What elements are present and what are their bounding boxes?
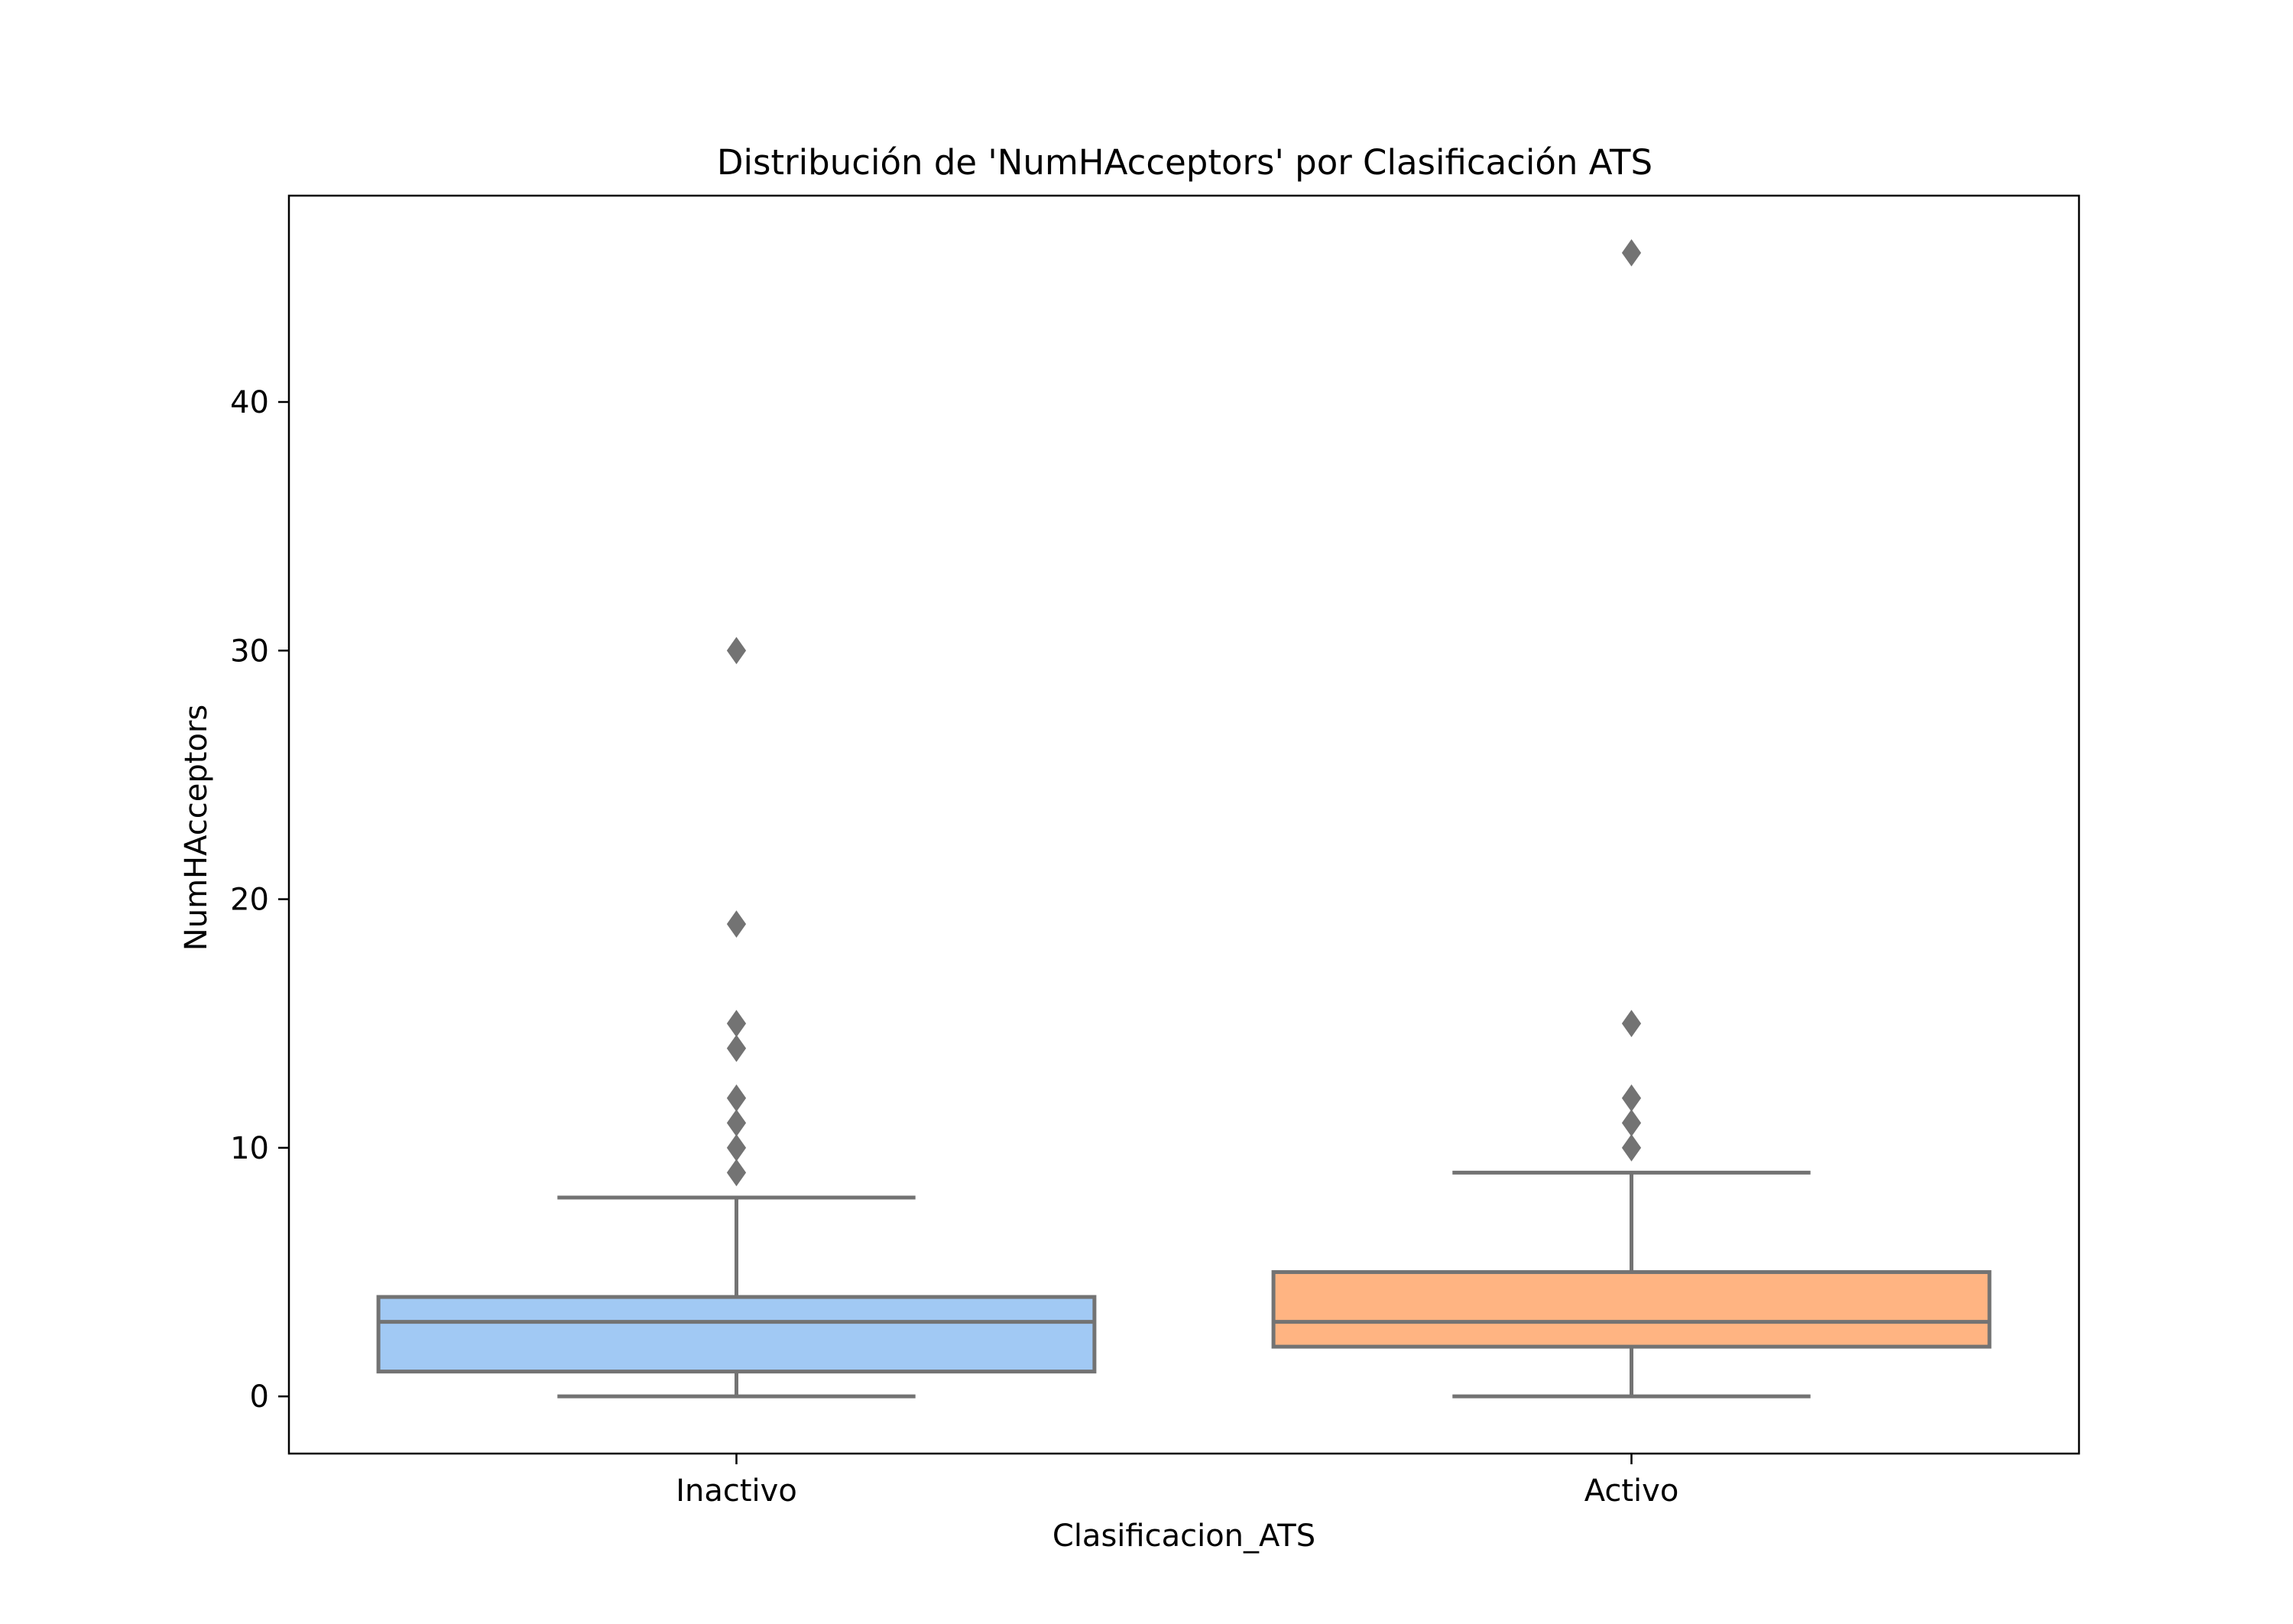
x-tick-label: Activo (1584, 1473, 1679, 1509)
outlier-point (726, 910, 747, 938)
outlier-point (1621, 1109, 1642, 1137)
box-group-inactivo (376, 637, 1097, 1399)
outlier-point (726, 1084, 747, 1112)
x-axis-label: Clasificacion_ATS (1052, 1519, 1315, 1554)
iqr-box (1271, 1270, 1992, 1349)
y-tick-label: 30 (230, 634, 269, 669)
outlier-point (726, 1159, 747, 1187)
outlier-point (1621, 1084, 1642, 1112)
iqr-box (376, 1295, 1097, 1374)
y-tick-label: 10 (230, 1131, 269, 1166)
chart-title: Distribución de 'NumHAcceptors' por Clas… (717, 142, 1652, 183)
y-tick-label: 40 (230, 385, 269, 420)
outlier-point (726, 1010, 747, 1038)
y-tick-label: 20 (230, 883, 269, 918)
outlier-point (726, 637, 747, 665)
outlier-point (1621, 238, 1642, 267)
box-group-activo (1271, 238, 1992, 1399)
plot-area-frame (287, 194, 2081, 1455)
outlier-point (726, 1134, 747, 1162)
outlier-point (726, 1034, 747, 1062)
boxes-layer (376, 238, 1992, 1399)
y-axis-ticks: 0 10 20 30 40 (230, 385, 289, 1415)
outlier-point (1621, 1010, 1642, 1038)
outlier-point (1621, 1134, 1642, 1162)
outlier-point (726, 1109, 747, 1137)
x-axis-ticks: Inactivo Activo (676, 1454, 1678, 1509)
y-tick-label: 0 (250, 1379, 269, 1415)
x-tick-label: Inactivo (676, 1473, 797, 1509)
y-axis-label: NumHAcceptors (179, 705, 214, 951)
